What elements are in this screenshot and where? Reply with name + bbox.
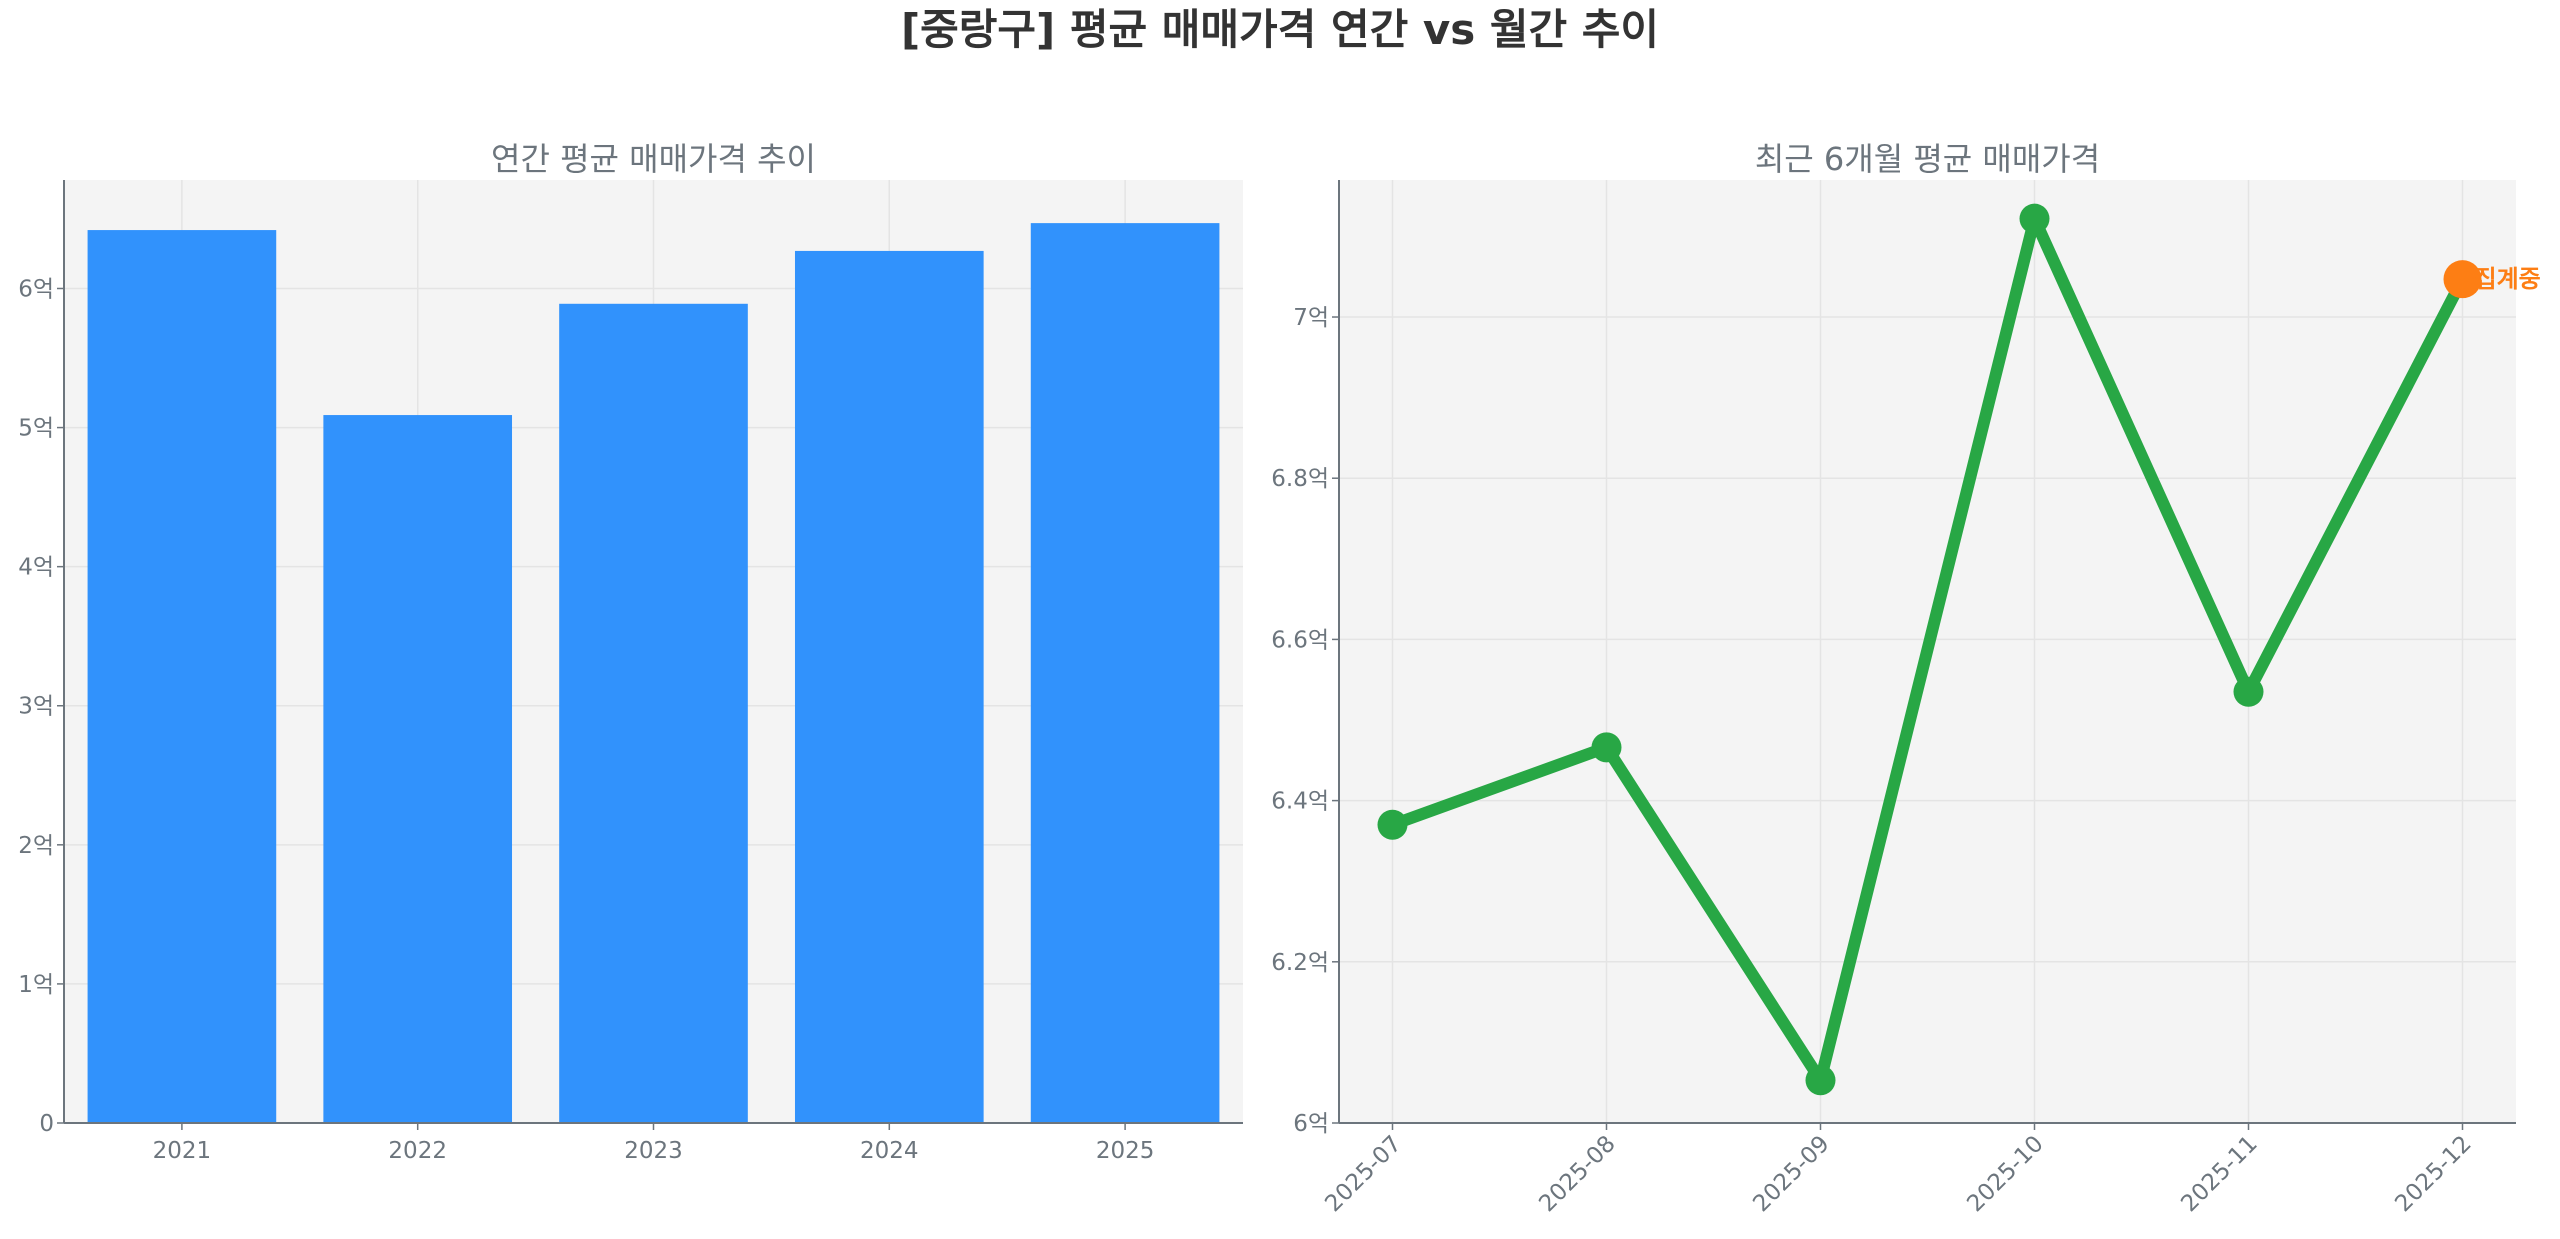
data-point-2025-07: [1377, 809, 1408, 840]
series-line: [1390, 212, 2468, 1087]
data-point-2025-08: [1591, 732, 1622, 763]
bar-2025: [1030, 223, 1220, 1123]
x-tick-label: 2025-08: [1534, 1131, 1620, 1217]
y-tick-label: 0: [39, 1111, 54, 1137]
x-tick-label: 2025-12: [2390, 1131, 2476, 1217]
x-tick-label: 2025-10: [1962, 1131, 2048, 1217]
y-tick-label: 7억: [1293, 305, 1329, 331]
bar-2023: [559, 303, 748, 1123]
y-tick-label: 6억: [18, 276, 54, 302]
data-point-2025-09: [1805, 1065, 1836, 1096]
y-tick-label: 2억: [18, 833, 54, 859]
x-tick-label: 2022: [388, 1138, 447, 1164]
highlight-label: 집계중: [2475, 265, 2541, 293]
monthly-line-chart: 최근 6개월 평균 매매가격 6억 6.2억 6.4억 6.6억 6.8억 7억 2025-0…: [1271, 140, 2541, 1217]
y-tick-label: 3억: [18, 694, 54, 720]
y-tick-label: 6.4억: [1271, 789, 1329, 815]
annual-bar-chart: 연간 평균 매매가격 추이 0 1억 2억 3억 4억 5억 6억 2021 2022 2023 20…: [18, 140, 1243, 1164]
chart-title: 연간 평균 매매가격 추이: [491, 140, 816, 178]
data-point-2025-10: [2019, 203, 2050, 234]
y-tick-label: 6.6억: [1271, 627, 1329, 653]
highlight-point: [2443, 260, 2482, 299]
y-tick-label: 1억: [18, 972, 54, 998]
bar-2021: [87, 230, 277, 1123]
x-tick-label: 2021: [153, 1138, 212, 1164]
x-tick-label: 2025-07: [1320, 1131, 1406, 1217]
x-tick-label: 2023: [624, 1138, 683, 1164]
x-tick-label: 2025-11: [2176, 1131, 2262, 1217]
bar-2022: [323, 415, 513, 1123]
x-tick-label: 2024: [860, 1138, 919, 1164]
figure-title: [중랑구] 평균 매매가격 연간 vs 월간 추이: [901, 5, 1659, 54]
bar-2024: [794, 250, 984, 1124]
y-tick-label: 6억: [1293, 1111, 1329, 1137]
x-tick-label: 2025: [1096, 1138, 1155, 1164]
y-tick-label: 5억: [18, 416, 54, 442]
y-tick-label: 6.8억: [1271, 466, 1329, 492]
y-tick-label: 4억: [18, 555, 54, 581]
data-point-2025-11: [2233, 676, 2264, 707]
y-tick-label: 6.2억: [1271, 950, 1329, 976]
chart-title: 최근 6개월 평균 매매가격: [1755, 140, 2100, 178]
x-tick-label: 2025-09: [1748, 1131, 1834, 1217]
